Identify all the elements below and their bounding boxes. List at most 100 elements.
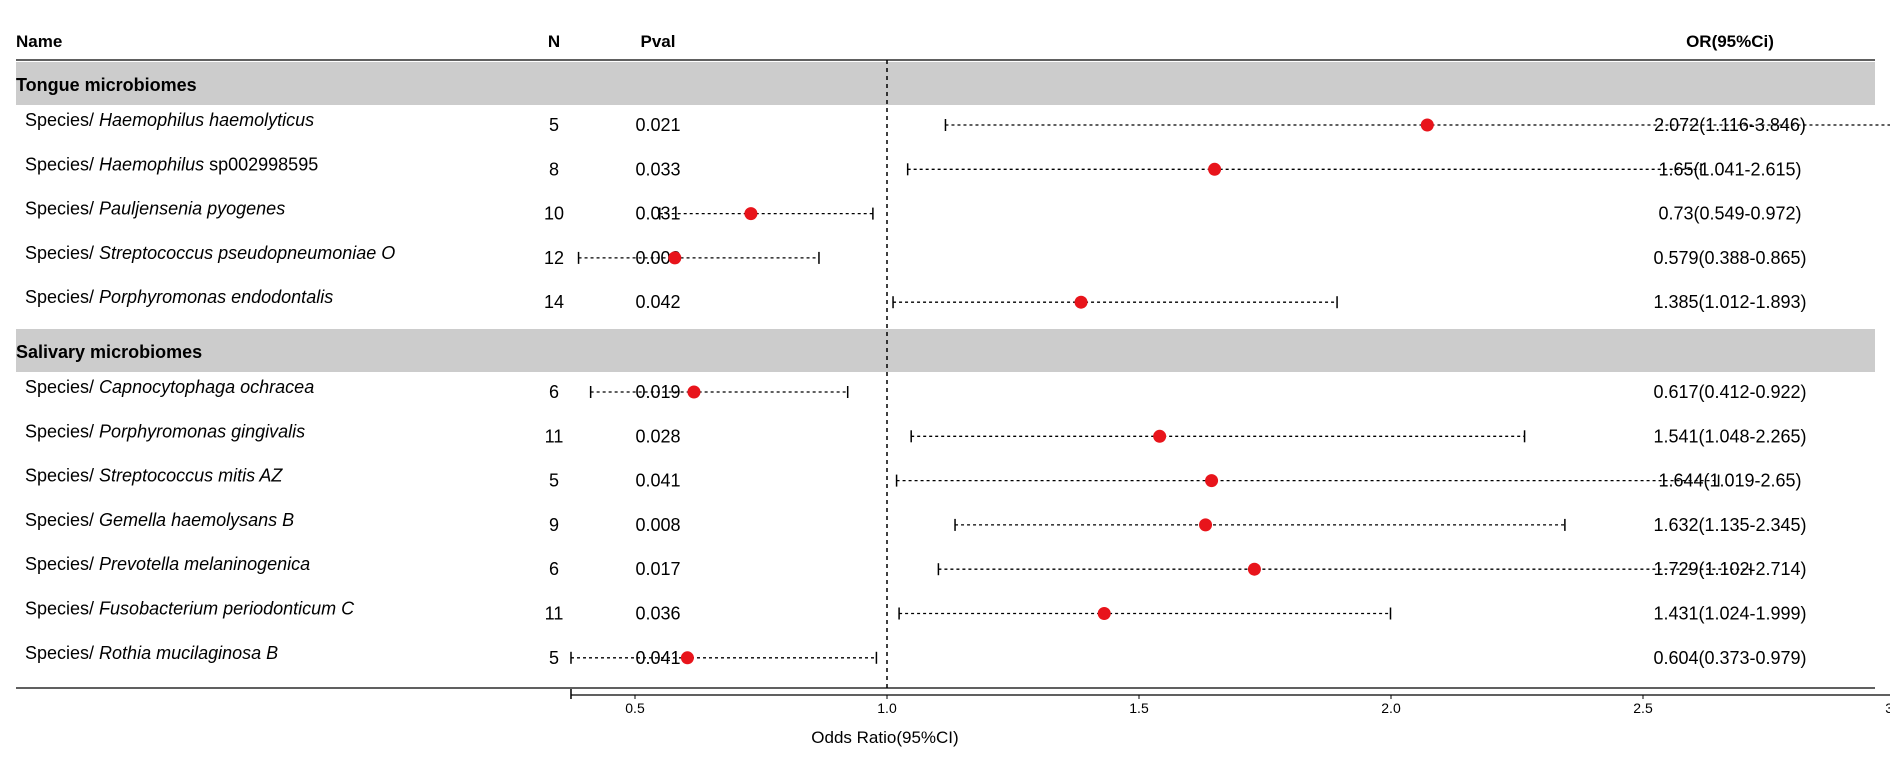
row-name-prefix: Species/ xyxy=(25,199,99,219)
row-name-prefix: Species/ xyxy=(25,154,99,174)
row-pval: 0.042 xyxy=(635,292,680,312)
or-point xyxy=(687,385,701,399)
row-name-prefix: Species/ xyxy=(25,377,99,397)
header-or: OR(95%Ci) xyxy=(1686,32,1774,51)
or-point xyxy=(1420,118,1434,132)
or-point xyxy=(1074,295,1088,309)
row-n: 5 xyxy=(549,115,559,135)
row-or-ci: 0.73(0.549-0.972) xyxy=(1658,204,1801,224)
section-label-tongue: Tongue microbiomes xyxy=(16,75,197,95)
row-or-ci: 0.579(0.388-0.865) xyxy=(1653,248,1806,268)
row-name: Species/ Pauljensenia pyogenes xyxy=(25,199,285,219)
row-or-ci: 1.644(1.019-2.65) xyxy=(1658,471,1801,491)
row-name-species: Porphyromonas gingivalis xyxy=(99,421,305,441)
row-name-species: Gemella haemolysans B xyxy=(99,510,294,530)
row-n: 6 xyxy=(549,382,559,402)
header-pval: Pval xyxy=(641,32,676,51)
row-name-species: Haemophilus haemolyticus xyxy=(99,110,314,130)
section-band-salivary xyxy=(16,329,1875,372)
forest-marks xyxy=(570,118,1890,665)
row-name-species: Capnocytophaga ochracea xyxy=(99,377,314,397)
row-name-species: Fusobacterium periodonticum C xyxy=(99,599,355,619)
x-tick-label: 1.0 xyxy=(877,700,897,716)
row-name: Species/ Porphyromonas endodontalis xyxy=(25,287,333,307)
row-pval: 0.017 xyxy=(635,559,680,579)
row-name-species: Prevotella melaninogenica xyxy=(99,554,310,574)
or-point xyxy=(1199,518,1213,532)
row-or-ci: 1.431(1.024-1.999) xyxy=(1653,604,1806,624)
section-band-tongue xyxy=(16,62,1875,105)
row-name-species: Haemophilus xyxy=(99,154,204,174)
row-n: 10 xyxy=(544,204,564,224)
row-or-ci: 2.072(1.116-3.846) xyxy=(1654,115,1806,135)
row-name-prefix: Species/ xyxy=(25,421,99,441)
row-pval: 0.028 xyxy=(635,426,680,446)
row-name-species: Streptococcus pseudopneumoniae O xyxy=(99,243,395,263)
row-or-ci: 1.385(1.012-1.893) xyxy=(1653,292,1806,312)
row-n: 9 xyxy=(549,515,559,535)
or-point xyxy=(744,207,758,221)
row-n: 14 xyxy=(544,292,564,312)
row-pval: 0.041 xyxy=(635,471,680,491)
row-name-prefix: Species/ xyxy=(25,554,99,574)
row-name-prefix: Species/ xyxy=(25,287,99,307)
row-name: Species/ Gemella haemolysans B xyxy=(25,510,294,530)
or-point xyxy=(1247,562,1261,576)
row-pval: 0.021 xyxy=(635,115,680,135)
row-name: Species/ Streptococcus pseudopneumoniae … xyxy=(25,243,395,263)
x-tick-label: 1.5 xyxy=(1129,700,1149,716)
row-name: Species/ Porphyromonas gingivalis xyxy=(25,421,305,441)
or-point xyxy=(1205,474,1219,488)
or-point xyxy=(1153,429,1167,443)
row-name-suffix: sp002998595 xyxy=(204,154,318,174)
row-name-species: Streptococcus mitis AZ xyxy=(99,466,283,486)
row-or-ci: 0.604(0.373-0.979) xyxy=(1653,648,1806,668)
row-name-species: Rothia mucilaginosa B xyxy=(99,643,278,663)
row-name: Species/ Prevotella melaninogenica xyxy=(25,554,310,574)
row-name: Species/ Fusobacterium periodonticum C xyxy=(25,599,355,619)
or-point xyxy=(1208,162,1222,176)
x-tick-label: 2.5 xyxy=(1633,700,1653,716)
or-point xyxy=(680,651,694,665)
row-name: Species/ Haemophilus sp002998595 xyxy=(25,154,318,174)
x-tick-label: 2.0 xyxy=(1381,700,1401,716)
row-name: Species/ Streptococcus mitis AZ xyxy=(25,466,283,486)
row-n: 12 xyxy=(544,248,564,268)
row-n: 5 xyxy=(549,648,559,668)
section-label-salivary: Salivary microbiomes xyxy=(16,342,202,362)
row-name: Species/ Capnocytophaga ochracea xyxy=(25,377,314,397)
row-or-ci: 1.541(1.048-2.265) xyxy=(1653,426,1806,446)
row-name: Species/ Rothia mucilaginosa B xyxy=(25,643,278,663)
row-name-prefix: Species/ xyxy=(25,466,99,486)
or-point xyxy=(1097,607,1111,620)
row-or-ci: 0.617(0.412-0.922) xyxy=(1653,382,1806,402)
header-name: Name xyxy=(16,32,62,51)
x-axis: 0.51.01.52.02.53.03.5 xyxy=(570,689,1890,716)
row-or-ci: 1.65(1.041-2.615) xyxy=(1658,159,1801,179)
row-or-ci: 1.632(1.135-2.345) xyxy=(1653,515,1806,535)
row-name-prefix: Species/ xyxy=(25,110,99,130)
row-n: 11 xyxy=(545,426,564,446)
row-name-prefix: Species/ xyxy=(25,510,99,530)
row-n: 5 xyxy=(549,471,559,491)
row-pval: 0.036 xyxy=(635,604,680,624)
row-n: 8 xyxy=(549,159,559,179)
row-name-species: Pauljensenia pyogenes xyxy=(99,199,285,219)
row-n: 11 xyxy=(545,604,564,624)
row-pval: 0.008 xyxy=(635,515,680,535)
row-pval: 0.041 xyxy=(635,648,680,668)
row-name-species: Porphyromonas endodontalis xyxy=(99,287,333,307)
x-tick-label: 3.0 xyxy=(1885,700,1890,716)
row-or-ci: 1.729(1.102-2.714) xyxy=(1653,559,1806,579)
row-name: Species/ Haemophilus haemolyticus xyxy=(25,110,314,130)
x-tick-label: 0.5 xyxy=(625,700,645,716)
row-n: 6 xyxy=(549,559,559,579)
row-pval: 0.033 xyxy=(635,159,680,179)
row-name-prefix: Species/ xyxy=(25,599,99,619)
or-point xyxy=(668,251,682,265)
row-pval: 0.031 xyxy=(635,204,680,224)
row-name-prefix: Species/ xyxy=(25,243,99,263)
x-axis-label: Odds Ratio(95%CI) xyxy=(811,728,958,747)
table-rows: Species/ Haemophilus haemolyticus 5 0.021 2… xyxy=(25,110,1807,668)
